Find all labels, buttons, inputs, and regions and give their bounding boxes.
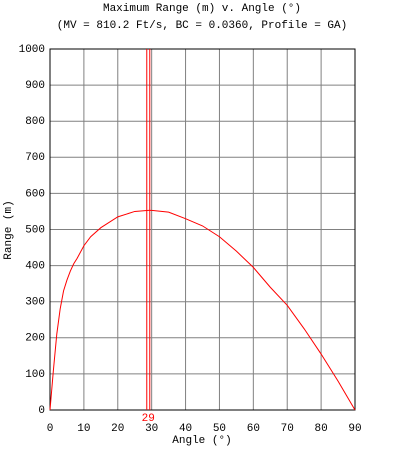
plot-frame (49, 48, 356, 411)
y-tick-label: 200 (25, 333, 45, 345)
y-tick-label: 800 (25, 116, 45, 128)
y-tick-label: 100 (25, 369, 45, 381)
y-tick-label: 300 (25, 297, 45, 309)
y-tick-label: 0 (38, 405, 45, 417)
x-tick-label: 90 (348, 423, 361, 435)
x-tick-label: 60 (247, 423, 260, 435)
y-tick-label: 400 (25, 261, 45, 273)
y-tick-label: 700 (25, 152, 45, 164)
y-axis-label: Range (m) (3, 200, 15, 259)
data-line (49, 209, 356, 411)
y-tick-label: 500 (25, 224, 45, 236)
chart-subtitle: (MV = 810.2 Ft/s, BC = 0.0360, Profile =… (57, 20, 347, 32)
x-tick-label: 50 (213, 423, 226, 435)
x-tick-label: 30 (145, 423, 158, 435)
x-tick-label: 20 (111, 423, 124, 435)
marker-label: 29 (142, 413, 155, 425)
x-tick-label: 0 (47, 423, 54, 435)
x-tick-label: 70 (281, 423, 294, 435)
chart-title: Maximum Range (m) v. Angle (°) (103, 3, 301, 15)
y-tick-label: 600 (25, 188, 45, 200)
y-tick-label: 900 (25, 80, 45, 92)
x-tick-label: 40 (179, 423, 192, 435)
x-axis-label: Angle (°) (172, 435, 231, 447)
x-tick-label: 80 (315, 423, 328, 435)
y-tick-label: 1000 (19, 44, 45, 56)
x-tick-label: 10 (77, 423, 90, 435)
